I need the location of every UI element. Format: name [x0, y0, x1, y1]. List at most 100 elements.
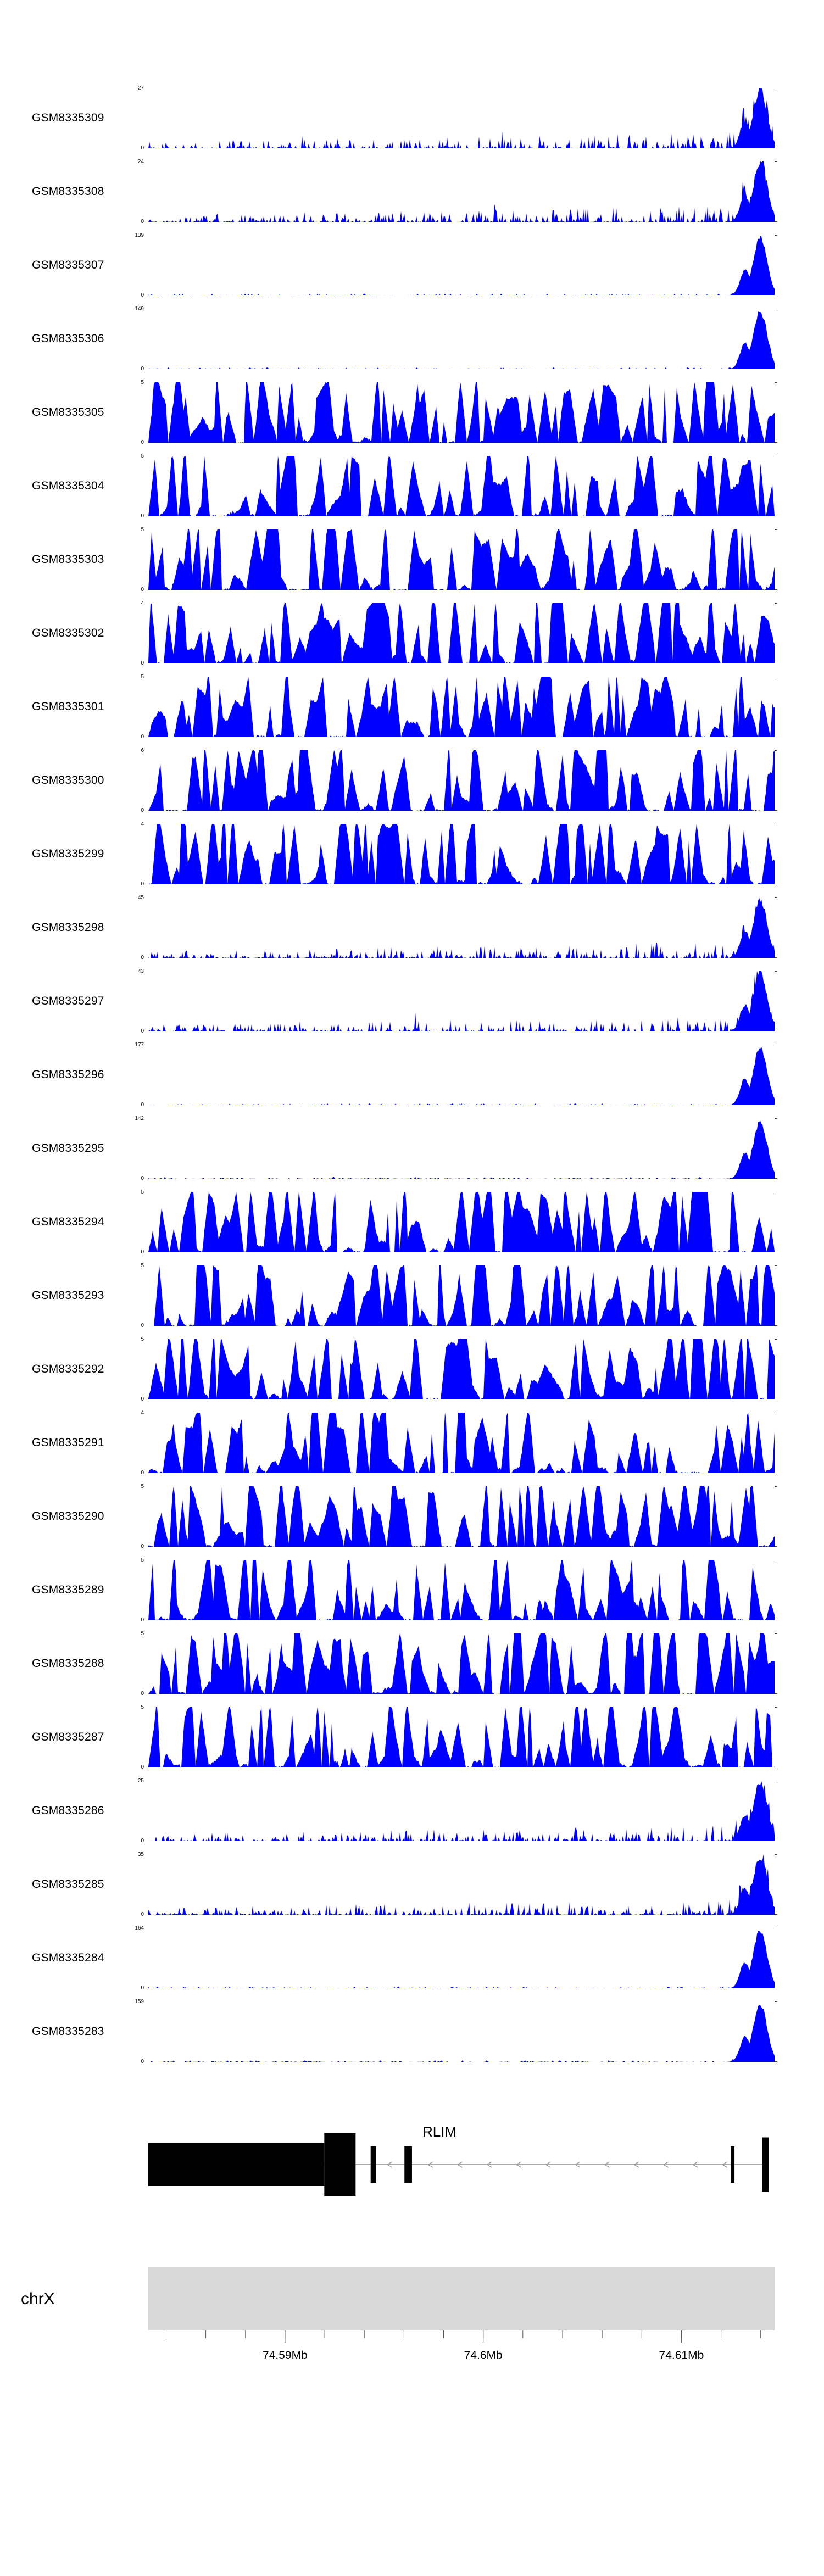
y-axis-tick — [775, 897, 777, 898]
coverage-track-row: GSM8335293 5 0 — [0, 1259, 824, 1332]
track-sample-label: GSM8335294 — [32, 1215, 104, 1228]
coverage-plot: 149 0 — [135, 306, 777, 372]
track-sample-label: GSM8335305 — [32, 406, 104, 419]
y-axis-max-label: 4 — [141, 821, 144, 827]
y-axis-zero-label: 0 — [141, 1028, 144, 1034]
coverage-area-chart — [148, 1707, 775, 1767]
track-sample-label: GSM8335306 — [32, 332, 104, 345]
coverage-track-row: GSM8335299 4 0 — [0, 817, 824, 891]
track-y-axis: 24 0 — [126, 159, 145, 225]
y-axis-zero-label: 0 — [141, 1617, 144, 1623]
track-y-axis: 25 0 — [126, 1778, 145, 1844]
y-axis-max-label: 24 — [137, 159, 144, 165]
y-axis-max-label: 5 — [141, 1704, 144, 1710]
track-sample-label: GSM8335304 — [32, 479, 104, 492]
y-axis-max-label: 35 — [137, 1852, 144, 1858]
coverage-area-chart — [148, 1192, 775, 1252]
y-axis-max-label: 159 — [135, 1999, 144, 2005]
coverage-track-row: GSM8335304 5 0 — [0, 449, 824, 523]
coverage-track-row: GSM8335290 5 0 — [0, 1480, 824, 1553]
y-axis-max-label: 5 — [141, 380, 144, 386]
y-axis-zero-label: 0 — [141, 1838, 144, 1844]
coverage-track-row: GSM8335296 177 0 — [0, 1038, 824, 1112]
coverage-track-row: GSM8335294 5 0 — [0, 1185, 824, 1259]
y-axis-max-label: 5 — [141, 1336, 144, 1342]
y-axis-tick — [775, 1854, 777, 1855]
y-axis-zero-label: 0 — [141, 1102, 144, 1108]
gene-model — [148, 2133, 769, 2196]
coverage-plot: 142 0 — [135, 1116, 777, 1181]
y-axis-tick — [775, 2001, 777, 2002]
axis-tick-label: 74.59Mb — [263, 2349, 308, 2362]
track-sample-label: GSM8335287 — [32, 1731, 104, 1743]
coverage-track-row: GSM8335283 159 0 — [0, 1995, 824, 2068]
minus-strand-arrow-icon — [386, 2161, 393, 2168]
coverage-plot: 164 0 — [135, 1925, 777, 1991]
track-sample-label: GSM8335300 — [32, 774, 104, 787]
coverage-plot: 139 0 — [135, 232, 777, 298]
coverage-area-chart — [148, 236, 775, 295]
gene-name-label: RLIM — [422, 2123, 457, 2140]
coverage-plot: 27 0 — [138, 85, 777, 151]
coverage-track-row: GSM8335291 4 0 — [0, 1406, 824, 1480]
coverage-area-chart — [148, 1633, 775, 1694]
track-sample-label: GSM8335309 — [32, 111, 104, 124]
exon-box — [148, 2143, 325, 2186]
minus-strand-arrow-icon — [427, 2161, 433, 2168]
coverage-area-chart — [148, 824, 775, 884]
exon-box — [370, 2146, 376, 2183]
coverage-area-chart — [148, 456, 775, 516]
coverage-track-row: GSM8335301 5 0 — [0, 670, 824, 744]
coverage-area-chart — [148, 1413, 775, 1473]
track-y-axis: 164 0 — [126, 1925, 145, 1991]
coverage-track-row: GSM8335284 164 0 — [0, 1921, 824, 1995]
y-axis-tick — [775, 1633, 777, 1634]
y-axis-max-label: 25 — [137, 1778, 144, 1784]
coverage-area-chart — [148, 1120, 775, 1179]
minus-strand-arrow-icon — [662, 2161, 669, 2168]
genome-axis: 74.59Mb 74.6Mb 74.61Mb — [166, 2330, 761, 2362]
y-axis-tick — [775, 382, 777, 383]
y-axis-tick — [775, 529, 777, 530]
y-axis-tick — [775, 221, 777, 222]
track-sample-label: GSM8335295 — [32, 1142, 104, 1155]
track-sample-label: GSM8335283 — [32, 2025, 104, 2038]
minus-strand-arrow-icon — [486, 2161, 492, 2168]
track-y-axis: 27 0 — [126, 85, 145, 151]
y-axis-zero-label: 0 — [141, 1764, 144, 1770]
y-axis-zero-label: 0 — [141, 660, 144, 666]
chromosome-label: chrX — [21, 2289, 55, 2308]
y-axis-tick — [775, 161, 777, 162]
y-axis-zero-label: 0 — [141, 1911, 144, 1917]
y-axis-zero-label: 0 — [141, 292, 144, 298]
y-axis-max-label: 164 — [135, 1925, 144, 1931]
chromosome-label-column: chrX — [0, 2267, 148, 2330]
y-axis-zero-label: 0 — [141, 1470, 144, 1476]
coverage-track-row: GSM8335300 6 0 — [0, 744, 824, 817]
coverage-track-row: GSM8335288 5 0 — [0, 1627, 824, 1700]
chromosome-region: chrX 74.59Mb 74.6Mb 74.61Mb — [0, 2267, 824, 2374]
coverage-plot: 45 0 — [138, 895, 777, 961]
coverage-plot: 24 0 — [138, 159, 777, 225]
track-sample-label: GSM8335289 — [32, 1583, 104, 1596]
y-axis-zero-label: 0 — [141, 219, 144, 225]
coverage-track-row: GSM8335289 5 0 — [0, 1553, 824, 1627]
exon-box — [762, 2137, 769, 2192]
track-y-axis: 35 0 — [126, 1852, 145, 1917]
